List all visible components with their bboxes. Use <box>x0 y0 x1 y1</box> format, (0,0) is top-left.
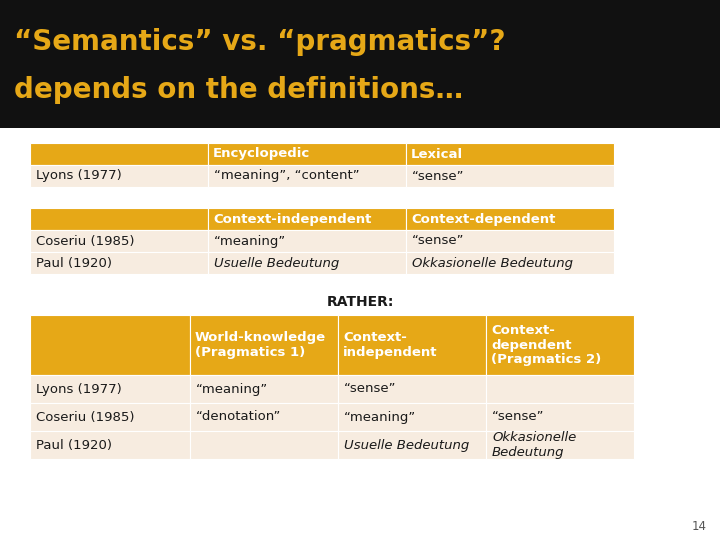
FancyBboxPatch shape <box>338 431 486 459</box>
Text: Paul (1920): Paul (1920) <box>36 438 112 451</box>
Text: Context-
independent: Context- independent <box>343 331 438 359</box>
FancyBboxPatch shape <box>208 230 406 252</box>
Text: Coseriu (1985): Coseriu (1985) <box>36 410 135 423</box>
Text: Okkasionelle
Bedeutung: Okkasionelle Bedeutung <box>492 431 576 459</box>
Text: Paul (1920): Paul (1920) <box>36 256 112 269</box>
FancyBboxPatch shape <box>30 403 190 431</box>
FancyBboxPatch shape <box>208 143 406 165</box>
FancyBboxPatch shape <box>30 431 190 459</box>
Text: Usuelle Bedeutung: Usuelle Bedeutung <box>214 256 339 269</box>
Text: Context-independent: Context-independent <box>213 213 372 226</box>
FancyBboxPatch shape <box>30 375 190 403</box>
Text: Context-
dependent
(Pragmatics 2): Context- dependent (Pragmatics 2) <box>491 323 601 367</box>
Text: Usuelle Bedeutung: Usuelle Bedeutung <box>344 438 469 451</box>
FancyBboxPatch shape <box>486 375 634 403</box>
FancyBboxPatch shape <box>208 165 406 187</box>
FancyBboxPatch shape <box>486 431 634 459</box>
FancyBboxPatch shape <box>190 375 338 403</box>
FancyBboxPatch shape <box>208 252 406 274</box>
FancyBboxPatch shape <box>30 230 208 252</box>
Text: “meaning”, “content”: “meaning”, “content” <box>214 170 359 183</box>
FancyBboxPatch shape <box>190 315 338 375</box>
FancyBboxPatch shape <box>486 403 634 431</box>
Text: Encyclopedic: Encyclopedic <box>213 147 310 160</box>
FancyBboxPatch shape <box>30 208 208 230</box>
Text: depends on the definitions…: depends on the definitions… <box>14 76 463 104</box>
FancyBboxPatch shape <box>338 315 486 375</box>
Text: RATHER:: RATHER: <box>326 295 394 309</box>
Text: “denotation”: “denotation” <box>196 410 282 423</box>
FancyBboxPatch shape <box>30 143 208 165</box>
Text: Coseriu (1985): Coseriu (1985) <box>36 234 135 247</box>
FancyBboxPatch shape <box>30 315 190 375</box>
Text: “sense”: “sense” <box>492 410 544 423</box>
Text: Okkasionelle Bedeutung: Okkasionelle Bedeutung <box>412 256 573 269</box>
FancyBboxPatch shape <box>0 0 720 128</box>
FancyBboxPatch shape <box>338 403 486 431</box>
FancyBboxPatch shape <box>406 252 614 274</box>
FancyBboxPatch shape <box>190 403 338 431</box>
FancyBboxPatch shape <box>190 431 338 459</box>
Text: Lyons (1977): Lyons (1977) <box>36 170 122 183</box>
FancyBboxPatch shape <box>406 208 614 230</box>
Text: “meaning”: “meaning” <box>214 234 287 247</box>
Text: Lyons (1977): Lyons (1977) <box>36 382 122 395</box>
Text: Lexical: Lexical <box>411 147 463 160</box>
Text: “sense”: “sense” <box>412 170 464 183</box>
Text: “meaning”: “meaning” <box>344 410 416 423</box>
Text: “meaning”: “meaning” <box>196 382 269 395</box>
Text: “sense”: “sense” <box>412 234 464 247</box>
FancyBboxPatch shape <box>30 252 208 274</box>
FancyBboxPatch shape <box>30 165 208 187</box>
Text: World-knowledge
(Pragmatics 1): World-knowledge (Pragmatics 1) <box>195 331 326 359</box>
FancyBboxPatch shape <box>406 143 614 165</box>
FancyBboxPatch shape <box>208 208 406 230</box>
FancyBboxPatch shape <box>406 230 614 252</box>
FancyBboxPatch shape <box>406 165 614 187</box>
Text: 14: 14 <box>692 520 707 533</box>
FancyBboxPatch shape <box>338 375 486 403</box>
Text: Context-dependent: Context-dependent <box>411 213 555 226</box>
Text: “sense”: “sense” <box>344 382 397 395</box>
Text: “Semantics” vs. “pragmatics”?: “Semantics” vs. “pragmatics”? <box>14 28 505 56</box>
FancyBboxPatch shape <box>486 315 634 375</box>
